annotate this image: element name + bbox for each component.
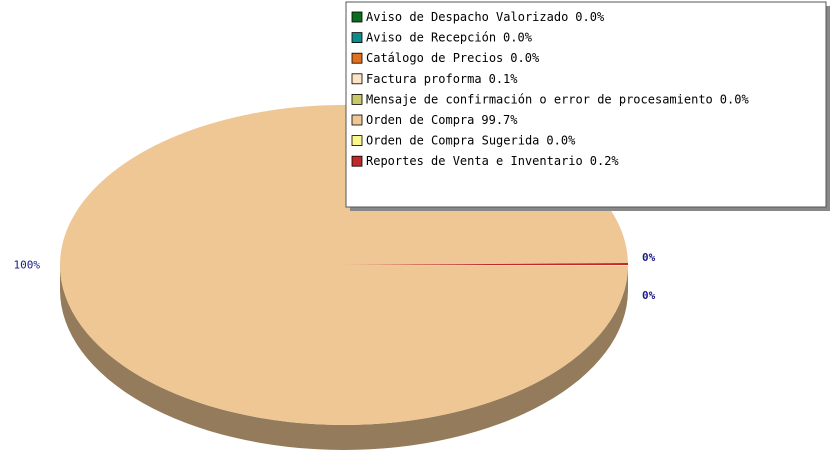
legend-value: 0.0% — [575, 10, 605, 24]
legend-name: Factura proforma — [366, 71, 482, 85]
legend-entry: Orden de Compra 99.7% — [366, 113, 518, 127]
legend-value: 0.0% — [510, 51, 540, 65]
legend-value: 0.0% — [546, 133, 576, 147]
data-label: 0% — [642, 251, 656, 264]
legend-entry: Reportes de Venta e Inventario 0.2% — [366, 154, 619, 168]
legend-value: 0.1% — [489, 71, 519, 85]
legend-name: Orden de Compra — [366, 113, 474, 127]
pie-slice — [344, 262, 628, 265]
legend-entry: Aviso de Despacho Valorizado 0.0% — [366, 10, 605, 24]
legend-swatch — [351, 52, 363, 64]
legend-entry: Aviso de Recepción 0.0% — [366, 30, 533, 44]
legend-name: Catálogo de Precios — [366, 51, 503, 65]
legend-swatch — [351, 135, 363, 147]
legend-value: 0.0% — [720, 92, 750, 106]
legend-swatch — [351, 155, 363, 167]
legend-value: 0.2% — [590, 154, 620, 168]
legend-swatch — [351, 11, 363, 23]
legend-value: 99.7% — [481, 113, 518, 127]
legend-name: Mensaje de confirmación o error de proce… — [366, 92, 713, 106]
data-label: 0% — [642, 289, 656, 302]
legend-swatch — [351, 73, 363, 85]
legend: Aviso de Despacho Valorizado 0.0%Aviso de… — [345, 1, 830, 211]
legend-swatch — [351, 94, 363, 105]
legend-value: 0.0% — [503, 30, 533, 44]
legend-entry: Catálogo de Precios 0.0% — [366, 51, 540, 65]
legend-swatch — [351, 32, 363, 43]
legend-box — [345, 1, 827, 208]
legend-entry: Factura proforma 0.1% — [366, 71, 518, 85]
legend-name: Reportes de Venta e Inventario — [366, 154, 583, 168]
pie-side — [60, 265, 628, 450]
legend-entry: Mensaje de confirmación o error de proce… — [366, 92, 749, 106]
legend-name: Orden de Compra Sugerida — [366, 133, 539, 147]
legend-swatch — [351, 114, 363, 126]
legend-entry: Orden de Compra Sugerida 0.0% — [366, 133, 576, 147]
data-label: 100% — [14, 259, 41, 272]
pie-slice — [343, 264, 629, 267]
legend-name: Aviso de Despacho Valorizado — [366, 10, 568, 24]
legend-name: Aviso de Recepción — [366, 30, 496, 44]
